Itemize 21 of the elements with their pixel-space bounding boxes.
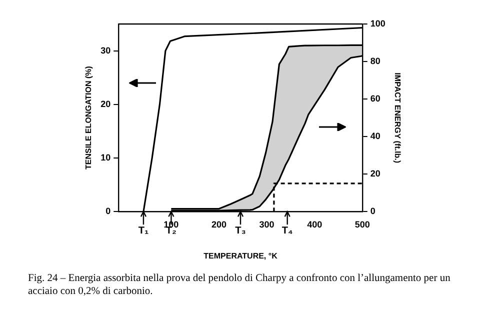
- x-tick-label: 200: [211, 219, 227, 230]
- y-tick-label: 0: [106, 206, 111, 216]
- y2-tick-label: 40: [370, 131, 380, 142]
- annotation: T₃: [235, 225, 246, 236]
- x-tick-label: 500: [354, 219, 370, 230]
- caption: Fig. 24 – Energia assorbita nella prova del pendolo di Charpy a confronto con l’allungamento per un acciaio con 0,2% di carbonio.: [28, 272, 452, 298]
- y2-tick-label: 100: [370, 18, 386, 28]
- y-tick-label: 20: [100, 98, 111, 109]
- y2-tick-label: 60: [370, 94, 380, 104]
- y2-tick-label: 20: [370, 168, 380, 179]
- y-axis-title: TENSILE ELONGATION (%): [84, 66, 94, 170]
- y2-tick-label: 0: [370, 206, 376, 216]
- annotation: T₁: [138, 225, 149, 236]
- x-tick-label: 400: [307, 219, 322, 230]
- x-axis-title: TEMPERATURE, °K: [204, 251, 278, 260]
- annotation: T₄: [282, 225, 294, 236]
- y-tick-label: 30: [100, 45, 111, 56]
- y-tick-label: 10: [100, 152, 111, 162]
- y2-axis-title: IMPACT ENERGY (ft.lb.): [392, 72, 402, 164]
- y2-tick-label: 80: [370, 56, 380, 66]
- x-tick-label: 300: [259, 219, 274, 230]
